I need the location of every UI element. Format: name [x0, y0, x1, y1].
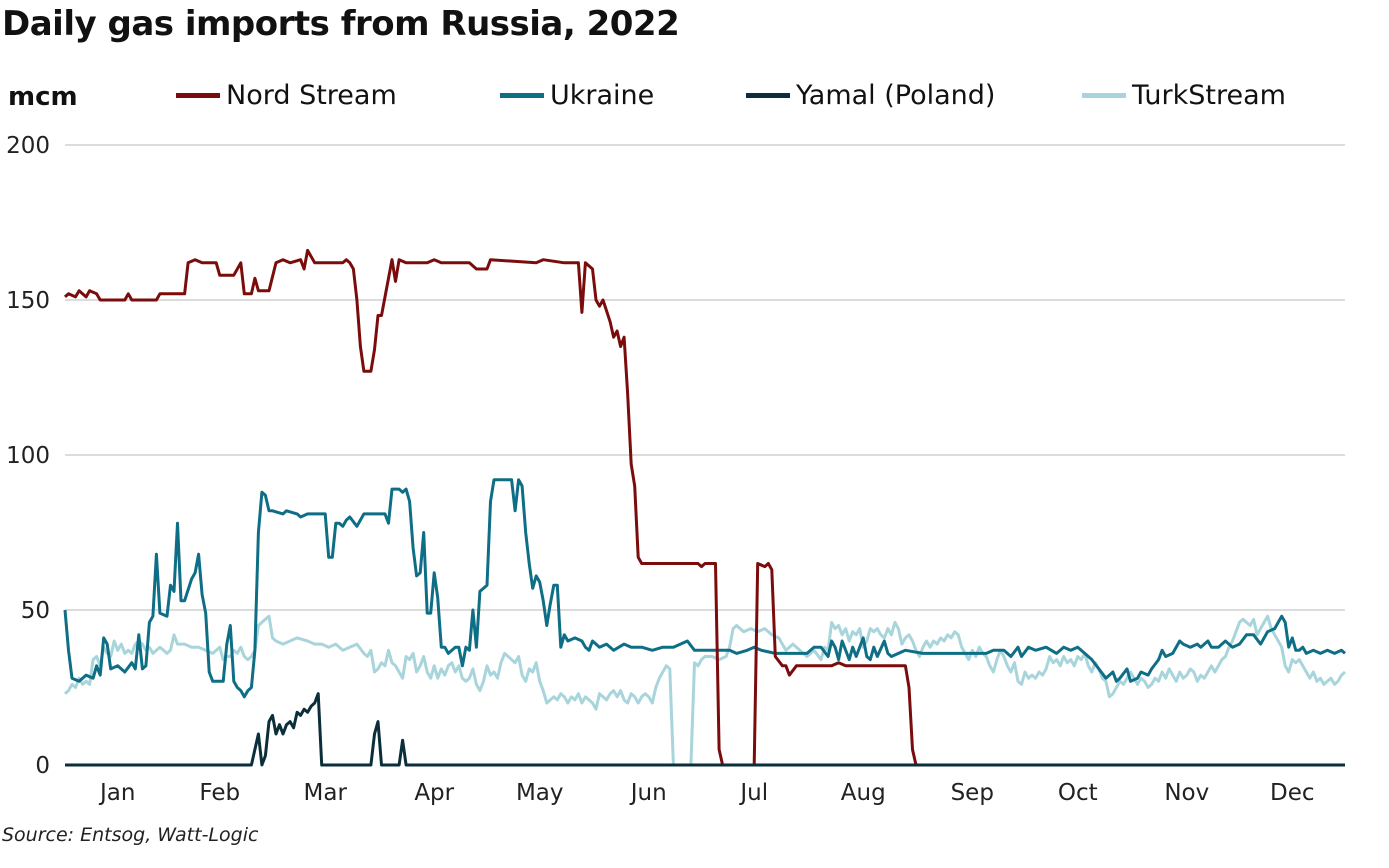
- y-tick-label: 50: [21, 598, 50, 624]
- x-tick-label: Jun: [629, 780, 667, 806]
- x-tick-label: Sep: [951, 780, 994, 806]
- legend-item-ukraine: Ukraine: [500, 80, 654, 111]
- legend-swatch-yamal: [746, 93, 790, 98]
- legend-label-turkstream: TurkStream: [1132, 80, 1286, 111]
- x-tick-label: Nov: [1164, 780, 1209, 806]
- x-tick-label: Feb: [199, 780, 240, 806]
- series-lines: [63, 248, 1346, 767]
- x-tick-label: Jul: [738, 780, 768, 806]
- x-tick-label: Jan: [98, 780, 135, 806]
- y-tick-label: 200: [6, 133, 50, 159]
- x-tick-label: Aug: [841, 780, 886, 806]
- legend-item-yamal: Yamal (Poland): [746, 80, 995, 111]
- y-tick-label: 0: [35, 753, 50, 779]
- y-tick-label: 100: [6, 443, 50, 469]
- legend-swatch-turkstream: [1082, 93, 1126, 98]
- y-tick-label: 150: [6, 288, 50, 314]
- legend: mcm Nord Stream Ukraine Yamal (Poland) T…: [0, 76, 1389, 120]
- x-tick-label: Dec: [1270, 780, 1315, 806]
- legend-swatch-nord-stream: [176, 93, 220, 98]
- gridlines: [65, 144, 1345, 611]
- x-tick-label: Oct: [1058, 780, 1098, 806]
- legend-item-nord-stream: Nord Stream: [176, 80, 397, 111]
- y-axis-unit-label: mcm: [8, 82, 78, 112]
- legend-item-turkstream: TurkStream: [1082, 80, 1286, 111]
- series-line-nord-stream: [64, 248, 1345, 767]
- series-line-yamal-poland: [65, 692, 1345, 767]
- legend-label-ukraine: Ukraine: [550, 80, 655, 111]
- x-tick-label: May: [516, 780, 564, 806]
- legend-label-nord-stream: Nord Stream: [226, 80, 397, 111]
- x-tick-label: Mar: [304, 780, 348, 806]
- legend-label-yamal: Yamal (Poland): [796, 80, 996, 111]
- series-line-turkstream: [64, 614, 1346, 767]
- x-axis-tick-labels: Jan Feb Mar Apr May Jun Jul Aug Sep Oct Nov Dec: [98, 780, 1314, 806]
- series-line-ukraine: [63, 478, 1346, 699]
- legend-swatch-ukraine: [500, 93, 544, 98]
- y-axis-tick-labels: 0 50 100 150 200: [6, 133, 50, 779]
- source-note: Source: Entsog, Watt-Logic: [2, 824, 259, 846]
- chart-title: Daily gas imports from Russia, 2022: [2, 4, 680, 44]
- x-tick-label: Apr: [414, 780, 454, 806]
